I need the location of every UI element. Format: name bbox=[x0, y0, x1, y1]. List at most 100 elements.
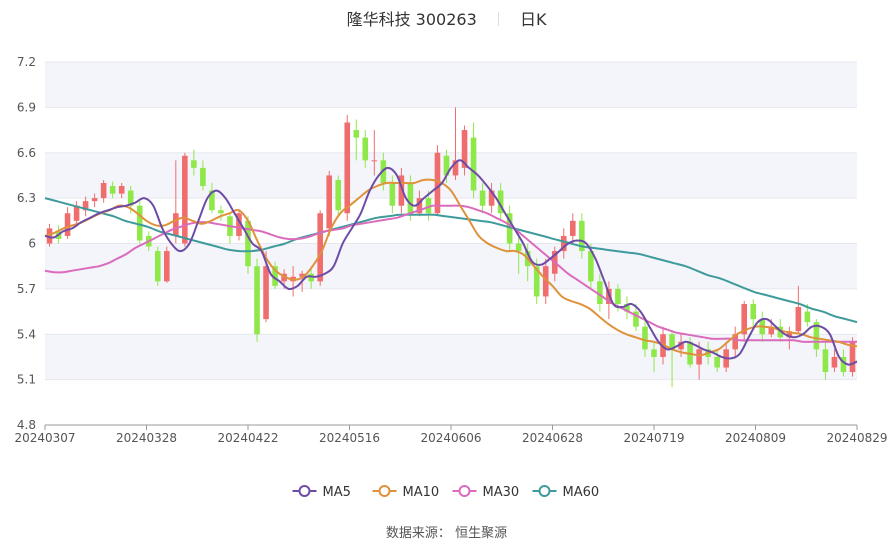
ma10-line bbox=[44, 178, 858, 357]
y-tick-label: 4.8 bbox=[17, 418, 36, 432]
candle-body bbox=[497, 190, 504, 214]
candle-body bbox=[461, 130, 468, 168]
candle-body bbox=[91, 198, 98, 202]
grid-band bbox=[45, 62, 857, 108]
candle-body bbox=[73, 205, 80, 221]
candle-body bbox=[109, 186, 116, 194]
candle-body bbox=[642, 326, 648, 350]
candle-body bbox=[82, 201, 89, 211]
candle-body bbox=[831, 356, 838, 368]
source-label: 数据来源： bbox=[385, 526, 451, 541]
candle-body bbox=[236, 213, 242, 236]
candle-body bbox=[615, 288, 621, 304]
candle-body bbox=[200, 167, 206, 187]
candle-body bbox=[624, 304, 630, 312]
candle-body bbox=[434, 152, 441, 214]
candle-body bbox=[813, 322, 820, 350]
candle-body bbox=[344, 122, 351, 214]
x-tick-label: 20240829 bbox=[826, 431, 887, 445]
candle-body bbox=[750, 304, 757, 320]
candle-body bbox=[308, 273, 314, 282]
candle-body bbox=[118, 186, 125, 194]
candle-body bbox=[173, 213, 179, 236]
candle-body bbox=[317, 213, 323, 282]
ma60-line bbox=[44, 197, 858, 324]
source-note: 数据来源： 恒生聚源 bbox=[0, 522, 893, 541]
y-tick-label: 6 bbox=[28, 237, 36, 251]
candle-body bbox=[362, 137, 369, 161]
candle-body bbox=[64, 213, 71, 236]
candle-body bbox=[651, 349, 657, 357]
candle-body bbox=[100, 183, 107, 199]
candle-body bbox=[281, 273, 287, 282]
candle-body bbox=[669, 334, 675, 350]
candle-body bbox=[452, 160, 459, 176]
candle-body bbox=[127, 190, 134, 206]
candle-body bbox=[209, 190, 215, 211]
candle-body bbox=[335, 179, 342, 211]
x-tick-label: 20240328 bbox=[116, 431, 177, 445]
candle-body bbox=[714, 356, 720, 368]
candle-body bbox=[570, 220, 576, 236]
candle-body bbox=[299, 273, 305, 277]
candle-body bbox=[254, 266, 260, 335]
y-tick-label: 6.3 bbox=[17, 191, 36, 205]
legend-label: MA10 bbox=[403, 485, 440, 500]
candle-body bbox=[786, 331, 793, 338]
candle-body bbox=[840, 356, 847, 373]
candle-body bbox=[425, 198, 432, 214]
legend-label: MA5 bbox=[323, 485, 351, 500]
x-tick-label: 20240809 bbox=[725, 431, 786, 445]
candle-body bbox=[154, 251, 161, 282]
x-tick-label: 20240719 bbox=[623, 431, 684, 445]
candle-body bbox=[136, 205, 143, 241]
candle-body bbox=[506, 213, 513, 244]
candle-body bbox=[588, 251, 594, 282]
y-tick-label: 5.4 bbox=[17, 327, 36, 341]
candle-body bbox=[470, 137, 477, 191]
source-value: 恒生聚源 bbox=[455, 526, 508, 541]
candle-body bbox=[479, 190, 486, 206]
candle-body bbox=[371, 160, 378, 162]
candle-body bbox=[741, 304, 748, 335]
legend-swatch-marker bbox=[378, 485, 391, 497]
candle-body bbox=[768, 326, 775, 335]
candle-body bbox=[579, 220, 585, 252]
chart-title: 隆华科技 300263 日K bbox=[0, 6, 893, 30]
candle-body bbox=[542, 266, 549, 297]
legend-label: MA30 bbox=[483, 485, 520, 500]
candle-body bbox=[560, 235, 567, 252]
candle-body bbox=[633, 311, 639, 327]
x-tick-label: 20240606 bbox=[420, 431, 481, 445]
candle-body bbox=[822, 349, 829, 373]
candle-body bbox=[849, 341, 856, 373]
candle-body bbox=[488, 190, 495, 206]
x-tick-label: 20240516 bbox=[319, 431, 380, 445]
ma5-line bbox=[44, 159, 858, 366]
candle-body bbox=[696, 349, 702, 365]
x-tick-label: 20240422 bbox=[217, 431, 278, 445]
candle-body bbox=[272, 266, 278, 286]
y-tick-label: 5.1 bbox=[17, 373, 36, 387]
y-tick-label: 6.6 bbox=[17, 146, 36, 160]
candle-body bbox=[398, 175, 405, 206]
x-tick-label: 20240307 bbox=[14, 431, 75, 445]
candle-body bbox=[407, 183, 414, 214]
legend-swatch-marker bbox=[458, 485, 471, 497]
candle-body bbox=[533, 266, 540, 297]
candle-body bbox=[46, 228, 53, 244]
stock-code: 300263 bbox=[415, 10, 477, 29]
candle-body bbox=[263, 266, 269, 320]
candle-body bbox=[515, 243, 522, 252]
x-tick-label: 20240628 bbox=[522, 431, 583, 445]
candle-body bbox=[732, 334, 738, 350]
candle-body bbox=[353, 130, 360, 138]
legend-swatch-marker bbox=[298, 485, 311, 497]
candle-body bbox=[218, 210, 224, 214]
period-label: 日K bbox=[519, 10, 547, 29]
candle-body bbox=[326, 175, 332, 229]
legend-label: MA60 bbox=[563, 485, 600, 500]
y-tick-label: 5.7 bbox=[17, 282, 36, 296]
candle-body bbox=[678, 341, 684, 350]
